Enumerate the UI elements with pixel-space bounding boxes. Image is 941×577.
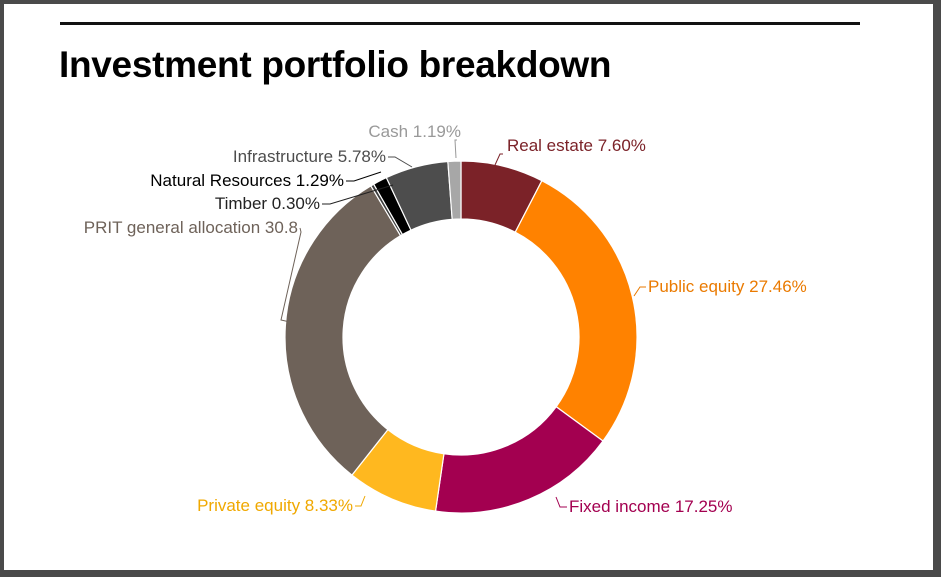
label-fixed-income: Fixed income 17.25%	[569, 497, 732, 516]
label-prit-general-allocation: PRIT general allocation 30.8	[84, 218, 298, 237]
slice-public-equity	[514, 179, 638, 442]
leader-line-cash	[454, 139, 457, 159]
label-private-equity: Private equity 8.33%	[197, 496, 353, 515]
leader-line-infrastructure	[388, 156, 413, 168]
leader-line-timber	[322, 184, 394, 205]
leader-line-public-equity	[633, 286, 646, 297]
slice-prit-general-allocation	[284, 185, 402, 476]
title-rule	[60, 22, 860, 25]
leader-line-natural-resources	[346, 171, 382, 182]
label-real-estate: Real estate 7.60%	[507, 136, 646, 155]
label-public-equity: Public equity 27.46%	[648, 277, 807, 296]
leader-line-private-equity	[355, 495, 366, 507]
leader-line-prit-general-allocation	[280, 227, 302, 323]
label-natural-resources: Natural Resources 1.29%	[150, 171, 344, 190]
leader-line-fixed-income	[555, 496, 567, 508]
label-infrastructure: Infrastructure 5.78%	[233, 147, 386, 166]
leader-line-real-estate	[494, 153, 503, 166]
slice-cash	[447, 160, 462, 220]
label-timber: Timber 0.30%	[215, 194, 320, 213]
chart-title: Investment portfolio breakdown	[59, 44, 612, 85]
label-cash: Cash 1.19%	[368, 122, 461, 141]
